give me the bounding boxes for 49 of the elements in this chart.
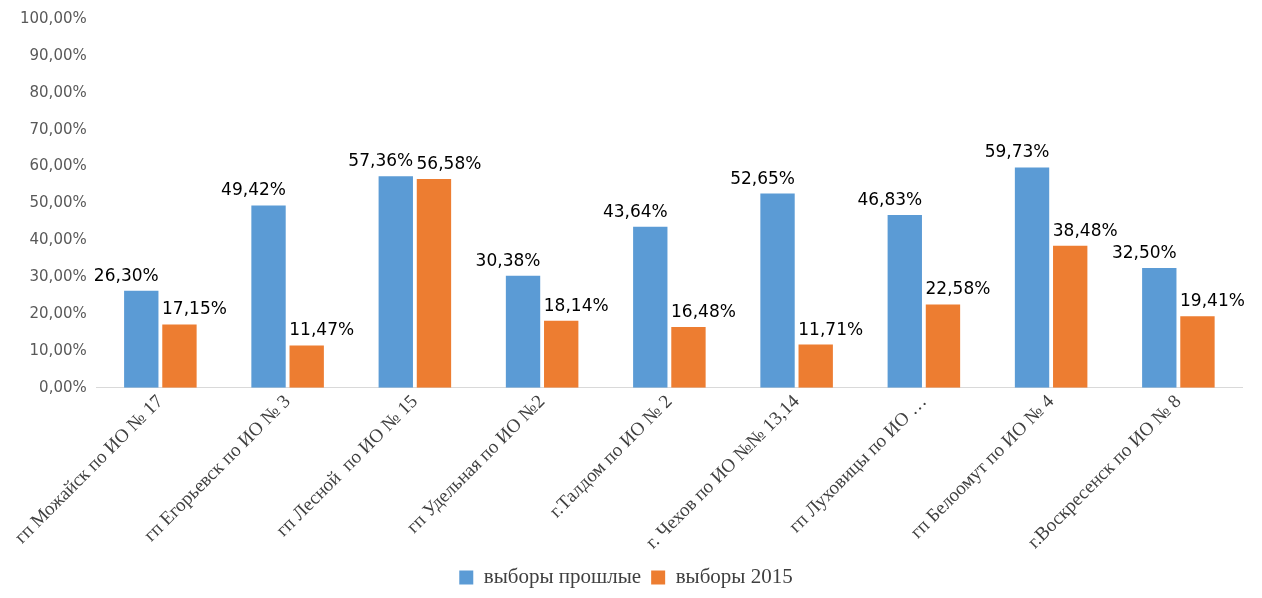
bar: [1142, 267, 1177, 388]
bar: [289, 345, 324, 388]
bar: [124, 290, 159, 388]
y-tick-label: 60,00%: [29, 156, 87, 175]
bar: [633, 226, 668, 388]
bar: [1014, 167, 1050, 388]
data-label: 49,42%: [221, 179, 286, 200]
bar: [1180, 316, 1215, 388]
data-label: 22,58%: [925, 278, 991, 299]
data-label: 57,36%: [348, 150, 414, 171]
data-label: 59,73%: [984, 141, 1050, 162]
data-label: 11,71%: [798, 318, 864, 339]
bar: [162, 324, 197, 388]
data-label: 56,58%: [416, 153, 482, 174]
data-label: 26,30%: [93, 264, 159, 285]
bar: [925, 304, 961, 388]
y-tick-label: 70,00%: [29, 119, 87, 138]
data-label: 17,15%: [162, 298, 227, 319]
y-tick-label: 30,00%: [29, 267, 87, 286]
bar: [798, 344, 833, 388]
bar: [1053, 245, 1088, 388]
data-label: 52,65%: [730, 167, 795, 188]
data-label: 19,41%: [1180, 290, 1245, 311]
data-label: 46,83%: [857, 189, 923, 209]
bar: [671, 327, 706, 388]
data-label: 18,14%: [543, 294, 609, 315]
bar: [760, 193, 795, 388]
data-label: 30,38%: [475, 249, 541, 270]
y-tick-label: 80,00%: [29, 82, 87, 101]
bar: [544, 320, 579, 388]
data-label: 16,48%: [671, 300, 736, 321]
legend-label: выборы прошлые: [483, 564, 642, 589]
data-label: 38,48%: [1052, 219, 1118, 240]
bar: [416, 179, 452, 388]
y-tick-label: 20,00%: [29, 303, 87, 322]
y-tick-label: 0,00%: [39, 377, 87, 396]
y-tick-label: 40,00%: [29, 230, 87, 249]
y-tick-label: 10,00%: [29, 340, 87, 359]
y-tick-label: 50,00%: [29, 193, 87, 212]
data-label: 43,64%: [602, 200, 668, 221]
data-label: 11,47%: [289, 319, 355, 340]
legend-label: выборы 2015: [675, 564, 793, 589]
y-tick-label: 90,00%: [29, 45, 87, 64]
bar: [505, 275, 541, 388]
y-tick-label: 100,00%: [19, 8, 87, 27]
bar: [378, 176, 413, 388]
bar: [887, 215, 922, 388]
bar: [251, 205, 286, 388]
data-label: 32,50%: [1111, 241, 1177, 262]
